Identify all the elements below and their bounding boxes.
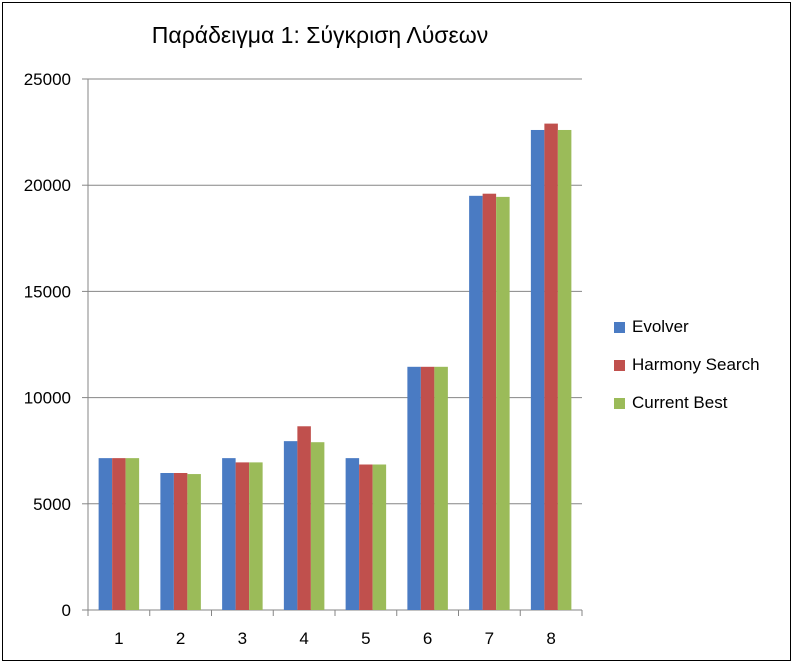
legend-item-evolver: Evolver	[614, 308, 760, 346]
bar-current-best	[187, 474, 201, 610]
legend-label-harmony-search: Harmony Search	[632, 355, 760, 374]
bar-evolver	[407, 366, 421, 610]
y-tick-label: 10000	[24, 389, 71, 408]
bar-evolver	[98, 458, 113, 610]
legend-label-evolver: Evolver	[632, 317, 689, 336]
bar-harmony-search	[359, 464, 373, 610]
bar-harmony-search	[112, 458, 126, 610]
y-tick-label: 5000	[33, 495, 71, 514]
x-tick-label: 1	[114, 629, 123, 648]
bar-harmony-search	[173, 473, 188, 610]
bar-harmony-search	[235, 462, 250, 610]
x-tick-label: 4	[299, 629, 308, 648]
chart-legend: Evolver Harmony Search Current Best	[614, 308, 760, 422]
x-tick-label: 3	[238, 629, 247, 648]
bar-harmony-search	[297, 426, 311, 610]
bar-harmony-search	[482, 193, 497, 611]
bar-current-best	[125, 458, 140, 610]
legend-swatch-harmony-search	[614, 359, 625, 371]
bar-current-best	[434, 366, 448, 610]
x-tick-label: 5	[361, 629, 370, 648]
bar-current-best	[310, 442, 325, 610]
bar-harmony-search	[544, 123, 558, 610]
y-tick-label: 0	[62, 601, 71, 620]
y-tick-label: 15000	[24, 282, 71, 301]
legend-swatch-evolver	[614, 321, 625, 333]
bar-current-best	[557, 129, 572, 610]
bar-evolver	[345, 458, 360, 610]
bar-evolver	[222, 458, 236, 610]
x-tick-label: 8	[546, 629, 555, 648]
legend-swatch-current-best	[614, 397, 625, 409]
bar-current-best	[496, 196, 510, 610]
x-tick-label: 7	[485, 629, 494, 648]
bar-current-best	[249, 462, 263, 610]
bar-harmony-search	[420, 366, 435, 610]
legend-item-harmony-search: Harmony Search	[614, 346, 760, 384]
bar-evolver	[469, 195, 483, 610]
bar-evolver	[530, 129, 545, 610]
x-tick-label: 6	[423, 629, 432, 648]
legend-item-current-best: Current Best	[614, 384, 760, 422]
x-tick-label: 2	[176, 629, 185, 648]
chart-title: Παράδειγμα 1: Σύγκριση Λύσεων	[151, 22, 489, 48]
y-tick-label: 25000	[24, 70, 71, 89]
legend-label-current-best: Current Best	[632, 393, 728, 412]
y-tick-label: 20000	[24, 176, 71, 195]
bar-current-best	[372, 464, 387, 610]
bar-evolver	[160, 473, 174, 610]
bar-evolver	[283, 441, 298, 610]
